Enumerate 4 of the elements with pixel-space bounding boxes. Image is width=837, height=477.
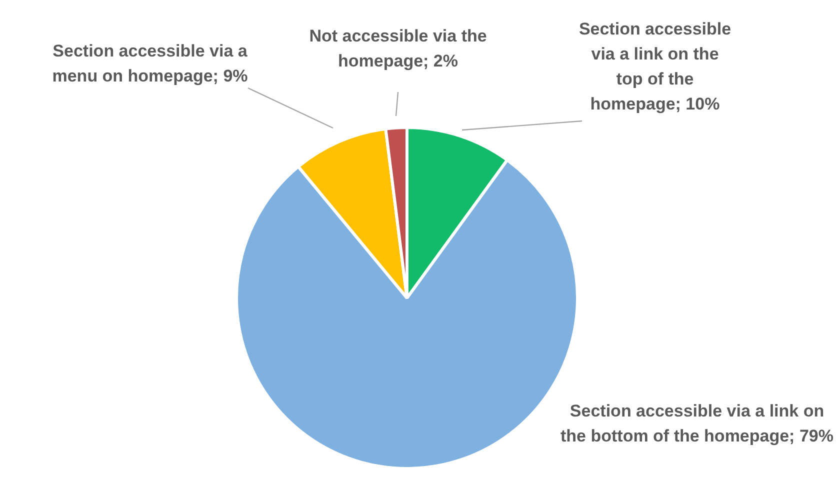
slice-label: Section accessible via a link on the bottom of the homepage; 79% [560, 402, 834, 446]
slice-label: Section accessible via a link on the top of the homepage; 10% [578, 20, 732, 114]
slice-label: Section accessible via a menu on homepage; 9% [52, 42, 248, 86]
slice-label: Not accessible via the homepage; 2% [309, 26, 487, 71]
